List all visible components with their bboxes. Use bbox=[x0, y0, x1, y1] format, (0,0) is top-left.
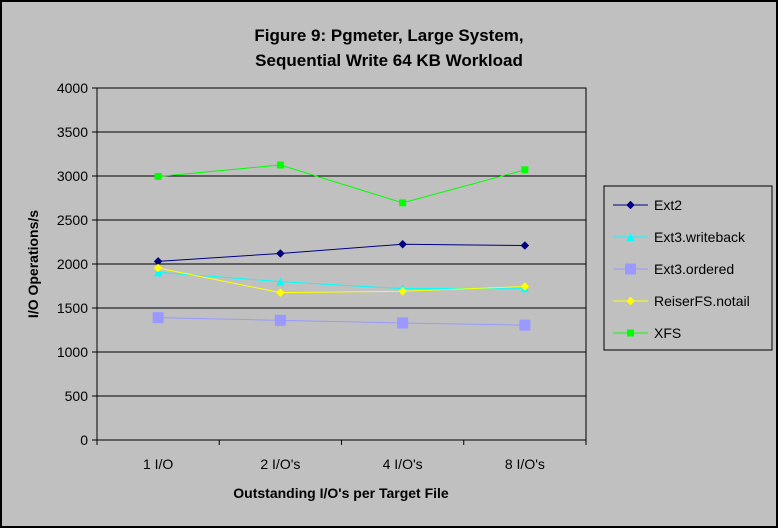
x-tick-label: 8 I/O's bbox=[505, 456, 545, 472]
data-point bbox=[154, 268, 163, 277]
data-point bbox=[276, 161, 284, 169]
data-point bbox=[399, 199, 407, 207]
data-point bbox=[154, 172, 162, 180]
y-tick-label: 0 bbox=[80, 432, 88, 448]
legend-marker bbox=[626, 296, 635, 306]
series-xfs bbox=[154, 161, 529, 207]
data-point bbox=[276, 288, 285, 297]
x-tick-label: 4 I/O's bbox=[383, 456, 423, 472]
series-reiserfs-notail bbox=[153, 263, 530, 297]
series-ext3-ordered bbox=[152, 312, 531, 331]
data-point bbox=[276, 277, 285, 286]
y-tick-label: 3500 bbox=[57, 124, 88, 140]
series-layer bbox=[152, 161, 531, 331]
data-point bbox=[153, 263, 163, 273]
legend: Ext2 Ext3.writeback Ext3.ordered ReiserFS.n… bbox=[603, 185, 773, 351]
y-tick-label: 4000 bbox=[57, 80, 88, 96]
x-tick-label: 2 I/O's bbox=[260, 456, 300, 472]
series-line bbox=[158, 243, 525, 262]
y-tick-label: 3000 bbox=[57, 168, 88, 184]
series-line bbox=[158, 164, 526, 204]
legend-label: ReiserFS.notail bbox=[654, 293, 750, 309]
data-point bbox=[520, 241, 530, 250]
data-point bbox=[397, 317, 409, 329]
series-line bbox=[158, 317, 525, 326]
y-tick-label: 1500 bbox=[57, 300, 88, 316]
y-tick-label: 500 bbox=[65, 388, 89, 404]
series-ext2 bbox=[153, 239, 530, 266]
legend-label: Ext3.writeback bbox=[654, 229, 746, 245]
data-point bbox=[398, 239, 407, 249]
data-point bbox=[521, 166, 529, 174]
legend-marker bbox=[626, 200, 635, 210]
x-axis-ticks: 1 I/O 2 I/O's 4 I/O's 8 I/O's bbox=[96, 440, 587, 472]
y-axis-title: I/O Operations/s bbox=[25, 210, 41, 318]
legend-item: Ext3.ordered bbox=[613, 261, 734, 277]
legend-label: Ext3.ordered bbox=[654, 261, 734, 277]
x-tick-label: 1 I/O bbox=[143, 456, 173, 472]
legend-item: XFS bbox=[613, 325, 681, 341]
data-point bbox=[152, 312, 164, 324]
x-axis-title: Outstanding I/O's per Target File bbox=[233, 485, 449, 501]
legend-item: ReiserFS.notail bbox=[613, 293, 750, 309]
data-point bbox=[398, 286, 407, 296]
data-point bbox=[276, 249, 285, 258]
legend-marker bbox=[625, 263, 636, 275]
legend-item: Ext3.writeback bbox=[613, 229, 746, 245]
legend-label: Ext2 bbox=[654, 197, 682, 213]
gridlines bbox=[97, 87, 586, 397]
y-tick-label: 1000 bbox=[57, 344, 88, 360]
data-point bbox=[519, 319, 531, 331]
series-line bbox=[158, 271, 525, 290]
legend-items: Ext2 Ext3.writeback Ext3.ordered ReiserFS.n… bbox=[613, 197, 750, 341]
chart-title-line-2: Sequential Write 64 KB Workload bbox=[255, 51, 523, 70]
legend-label: XFS bbox=[654, 325, 681, 341]
legend-item: Ext2 bbox=[613, 197, 682, 213]
y-tick-label: 2000 bbox=[57, 256, 88, 272]
data-point bbox=[520, 282, 530, 291]
y-axis-ticks: 0 500 1000 1500 2000 2500 3000 3500 4000 bbox=[57, 80, 97, 448]
legend-marker bbox=[627, 329, 634, 337]
legend-marker bbox=[626, 233, 635, 241]
series-line bbox=[158, 267, 525, 294]
y-tick-label: 2500 bbox=[57, 212, 88, 228]
chart-title-line-1: Figure 9: Pgmeter, Large System, bbox=[254, 26, 523, 45]
data-point bbox=[274, 314, 286, 326]
